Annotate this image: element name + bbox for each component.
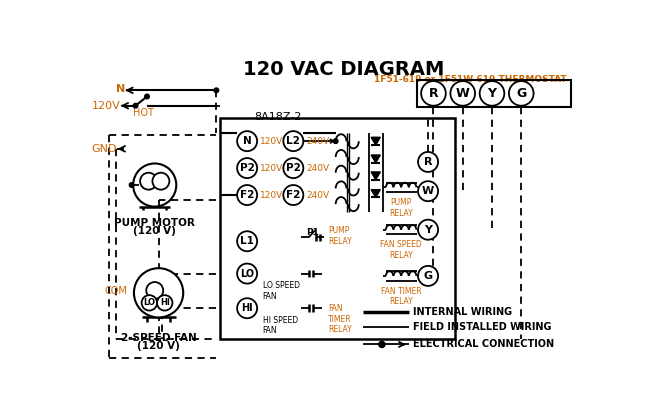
Text: 120V: 120V [92,101,121,111]
Text: L1: L1 [240,236,254,246]
Text: 2-SPEED FAN: 2-SPEED FAN [121,333,196,343]
Text: 120V: 120V [260,191,283,199]
Circle shape [133,103,138,108]
Text: Y: Y [424,225,432,235]
Polygon shape [371,172,381,180]
Text: HOT: HOT [133,109,154,119]
Text: G: G [423,271,433,281]
Circle shape [141,295,157,310]
Text: LO: LO [143,298,155,308]
Text: 8A18Z-2: 8A18Z-2 [254,112,302,122]
Text: GND: GND [92,144,117,154]
Text: 120 VAC DIAGRAM: 120 VAC DIAGRAM [243,59,444,78]
Text: HI: HI [160,298,170,308]
Text: L2: L2 [286,136,300,146]
Text: PUMP MOTOR: PUMP MOTOR [115,218,195,228]
Text: FAN
TIMER
RELAY: FAN TIMER RELAY [328,304,352,334]
Circle shape [283,185,304,205]
Text: (120 V): (120 V) [137,341,180,351]
Circle shape [237,131,257,151]
Text: P2: P2 [240,163,255,173]
Text: 240V: 240V [306,191,330,199]
Circle shape [214,88,218,93]
Bar [417,80,571,107]
Circle shape [480,81,505,106]
Circle shape [421,81,446,106]
Text: 240V: 240V [306,163,330,173]
Polygon shape [371,190,381,197]
Text: Y: Y [488,87,496,100]
Text: ELECTRICAL CONNECTION: ELECTRICAL CONNECTION [413,339,554,349]
Circle shape [418,181,438,201]
Circle shape [509,81,533,106]
Circle shape [379,341,385,347]
Polygon shape [371,155,381,163]
Circle shape [450,81,475,106]
Text: PUMP
RELAY: PUMP RELAY [328,226,352,246]
Text: P1: P1 [306,228,319,237]
Circle shape [146,282,163,299]
Text: FAN TIMER
RELAY: FAN TIMER RELAY [381,287,421,306]
Text: HI SPEED
FAN: HI SPEED FAN [263,316,297,335]
Text: HI: HI [241,303,253,313]
Circle shape [134,268,183,318]
Text: W: W [422,186,434,196]
Circle shape [418,266,438,286]
Bar [220,118,455,339]
Polygon shape [371,137,381,145]
Circle shape [237,264,257,284]
Circle shape [237,298,257,318]
Text: INTERNAL WIRING: INTERNAL WIRING [413,307,512,317]
Circle shape [334,139,338,143]
Text: 120V: 120V [260,163,283,173]
Text: 1F51-619 or 1F51W-619 THERMOSTAT: 1F51-619 or 1F51W-619 THERMOSTAT [374,75,567,84]
Circle shape [157,295,172,310]
Text: R: R [429,87,438,100]
Text: LO SPEED
FAN: LO SPEED FAN [263,281,299,301]
Text: W: W [456,87,470,100]
Circle shape [237,231,257,251]
Circle shape [283,131,304,151]
Text: LO: LO [240,269,254,279]
Circle shape [145,94,149,99]
Text: COM: COM [105,285,128,295]
Text: F2: F2 [240,190,255,200]
Text: 240V: 240V [306,137,330,146]
Circle shape [237,185,257,205]
Text: PUMP
RELAY: PUMP RELAY [389,198,413,217]
Circle shape [152,173,170,190]
Circle shape [237,158,257,178]
Text: FAN SPEED
RELAY: FAN SPEED RELAY [381,241,422,260]
Text: P2: P2 [286,163,301,173]
Text: F2: F2 [286,190,301,200]
Text: N: N [243,136,251,146]
Text: N: N [116,84,125,94]
Circle shape [140,173,157,190]
Text: G: G [516,87,527,100]
Text: R: R [424,157,432,167]
Circle shape [129,183,134,187]
Circle shape [418,220,438,240]
Text: (120 V): (120 V) [133,226,176,236]
Circle shape [418,152,438,172]
Circle shape [283,158,304,178]
Text: 120V: 120V [260,137,283,146]
Text: FIELD INSTALLED WIRING: FIELD INSTALLED WIRING [413,323,551,333]
